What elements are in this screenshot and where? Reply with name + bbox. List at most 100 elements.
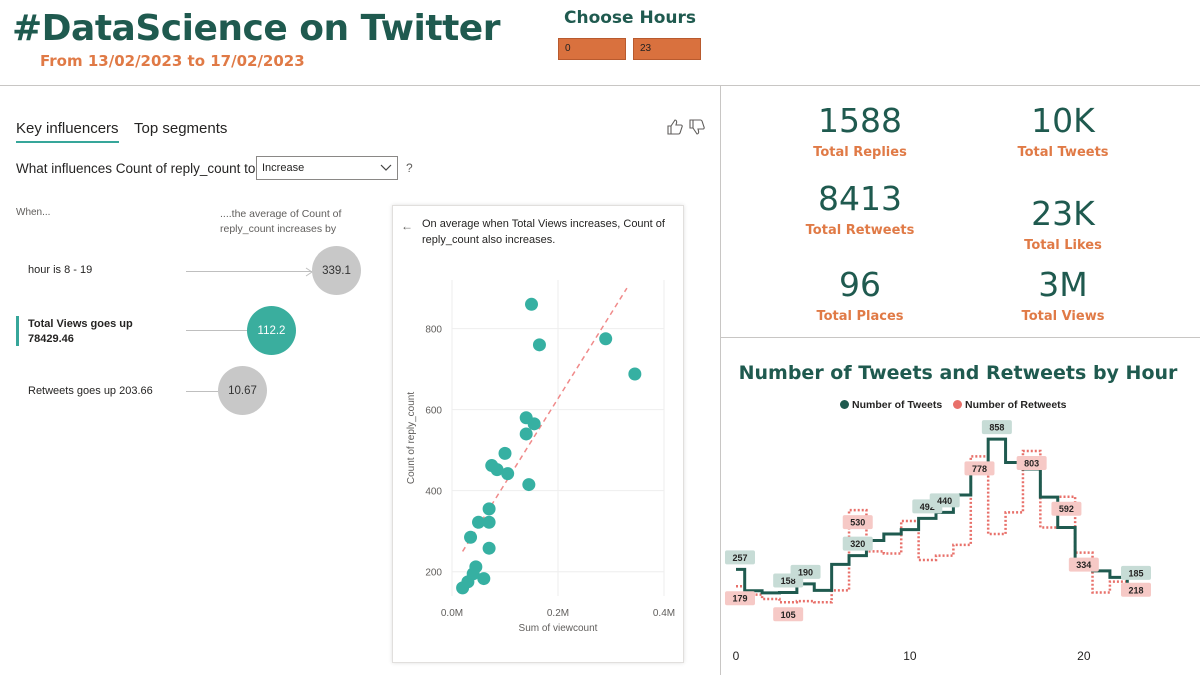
scatter-point: [525, 297, 538, 311]
scatter-trendline: [461, 287, 628, 552]
influencer-connector: [186, 391, 218, 392]
data-label-bg: [1121, 565, 1151, 580]
data-label-bg: [1051, 501, 1082, 516]
data-label: 778: [972, 464, 987, 474]
scatter-point: [490, 463, 504, 477]
kpi-total-replies-label: Total Replies: [813, 145, 907, 160]
data-label-bg: [773, 607, 804, 622]
when-column-header: When...: [16, 207, 51, 218]
scatter-point: [532, 338, 546, 352]
kpi-total-tweets-label: Total Tweets: [1017, 145, 1109, 160]
data-label-bg: [790, 564, 821, 579]
kpi-total-views-label: Total Views: [1021, 309, 1105, 324]
scatter-card: [392, 205, 684, 663]
dropdown-value: Increase: [262, 162, 305, 174]
scatter-point: [501, 467, 515, 481]
scatter-point: [522, 478, 536, 492]
tab-key-influencers[interactable]: Key influencers: [16, 120, 119, 143]
scatter-y-tick: 400: [425, 487, 442, 498]
scatter-y-tick: 800: [425, 325, 442, 336]
kpi-divider: [721, 337, 1200, 338]
scatter-point: [498, 446, 512, 460]
data-label: 592: [1059, 504, 1074, 514]
back-arrow-icon[interactable]: ←: [401, 219, 413, 233]
kpi-total-retweets-label: Total Retweets: [805, 223, 915, 238]
influencer-label-value: 78429.46: [28, 333, 74, 345]
average-column-header: ....the average of Count of reply_count …: [220, 208, 342, 235]
data-label-bg: [725, 591, 755, 606]
hours-slicer-title: Choose Hours: [563, 8, 696, 28]
data-label-bg: [1016, 456, 1047, 471]
influencer-bubble[interactable]: 339.1: [312, 246, 361, 295]
dashboard-title: #DataScience on Twitter: [12, 8, 500, 49]
scatter-y-axis-label: Count of reply_count: [406, 392, 417, 485]
data-label: 105: [781, 610, 796, 620]
data-label-bg: [981, 420, 1012, 435]
scatter-point: [472, 515, 485, 529]
date-range-subtitle: From 13/02/2023 to 17/02/2023: [40, 52, 305, 70]
data-label-bg: [1121, 582, 1151, 597]
column-divider: [720, 85, 721, 675]
scatter-point: [482, 515, 496, 529]
scatter-y-tick: 200: [425, 568, 442, 579]
data-label: 185: [1128, 568, 1143, 578]
influencer-bubble[interactable]: 10.67: [218, 366, 267, 415]
scatter-point: [482, 541, 496, 555]
data-label-bg: [842, 536, 873, 551]
legend-retweets[interactable]: Number of Retweets: [953, 399, 1067, 411]
scatter-point: [519, 427, 533, 441]
influencer-question-label: What influences Count of reply_count to: [16, 161, 256, 176]
data-label: 440: [937, 496, 952, 506]
scatter-plot: 0.0M 0.2M 0.4M 200 400 600 800 Sum of viewcount…: [406, 280, 675, 634]
scatter-point: [527, 417, 541, 431]
influencer-label[interactable]: hour is 8 - 19: [28, 264, 93, 276]
influencer-connector: [186, 330, 248, 331]
scatter-x-tick: 0.0M: [441, 608, 463, 619]
influencer-label[interactable]: Total Views goes up: [28, 318, 133, 330]
hour-x-tick: 0: [733, 649, 740, 663]
legend-retweets-swatch: [953, 400, 962, 409]
scatter-x-axis-label: Sum of viewcount: [519, 623, 598, 634]
thumbs-down-icon[interactable]: [688, 118, 706, 136]
scatter-description: On average when Total Views increases, C…: [422, 218, 665, 246]
scatter-point: [482, 502, 496, 516]
hour-x-tick: 10: [903, 649, 917, 663]
thumbs-up-icon[interactable]: [666, 118, 684, 136]
data-label: 218: [1128, 585, 1143, 595]
scatter-point: [628, 367, 642, 381]
scatter-x-tick: 0.4M: [653, 608, 675, 619]
data-label-bg: [964, 461, 995, 476]
kpi-total-places-value: 96: [839, 265, 881, 304]
data-label-bg: [1068, 557, 1099, 572]
influencer-label[interactable]: Retweets goes up 203.66: [28, 385, 153, 397]
hour-x-tick: 20: [1077, 649, 1091, 663]
kpi-total-retweets-value: 8413: [818, 179, 902, 218]
data-label: 530: [850, 518, 865, 528]
hour-chart-title: Number of Tweets and Retweets by Hour: [738, 362, 1178, 384]
data-label: 179: [732, 594, 747, 604]
selected-indicator: [16, 316, 19, 346]
hour-end-input[interactable]: 23: [633, 38, 701, 60]
kpi-total-likes-value: 23K: [1031, 194, 1095, 233]
data-label: 190: [798, 567, 813, 577]
scatter-point: [599, 332, 613, 346]
data-label-bg: [725, 550, 755, 565]
data-label: 492: [920, 502, 935, 512]
question-suffix: ?: [406, 161, 413, 175]
tab-top-segments[interactable]: Top segments: [134, 120, 228, 137]
data-label: 158: [781, 576, 796, 586]
influencer-bubble-selected[interactable]: 112.2: [247, 306, 296, 355]
legend-tweets[interactable]: Number of Tweets: [840, 399, 942, 411]
legend-retweets-label: Number of Retweets: [965, 399, 1067, 411]
data-label-bg: [929, 493, 960, 508]
kpi-total-views-value: 3M: [1038, 265, 1088, 304]
data-label-bg: [842, 515, 873, 530]
scatter-point: [464, 530, 478, 544]
hour-start-input[interactable]: 0: [558, 38, 626, 60]
kpi-total-places-label: Total Places: [816, 309, 904, 324]
data-label: 334: [1076, 560, 1091, 570]
influence-direction-dropdown[interactable]: Increase: [256, 156, 398, 180]
kpi-total-replies-value: 1588: [818, 101, 902, 140]
data-label: 803: [1024, 459, 1039, 469]
